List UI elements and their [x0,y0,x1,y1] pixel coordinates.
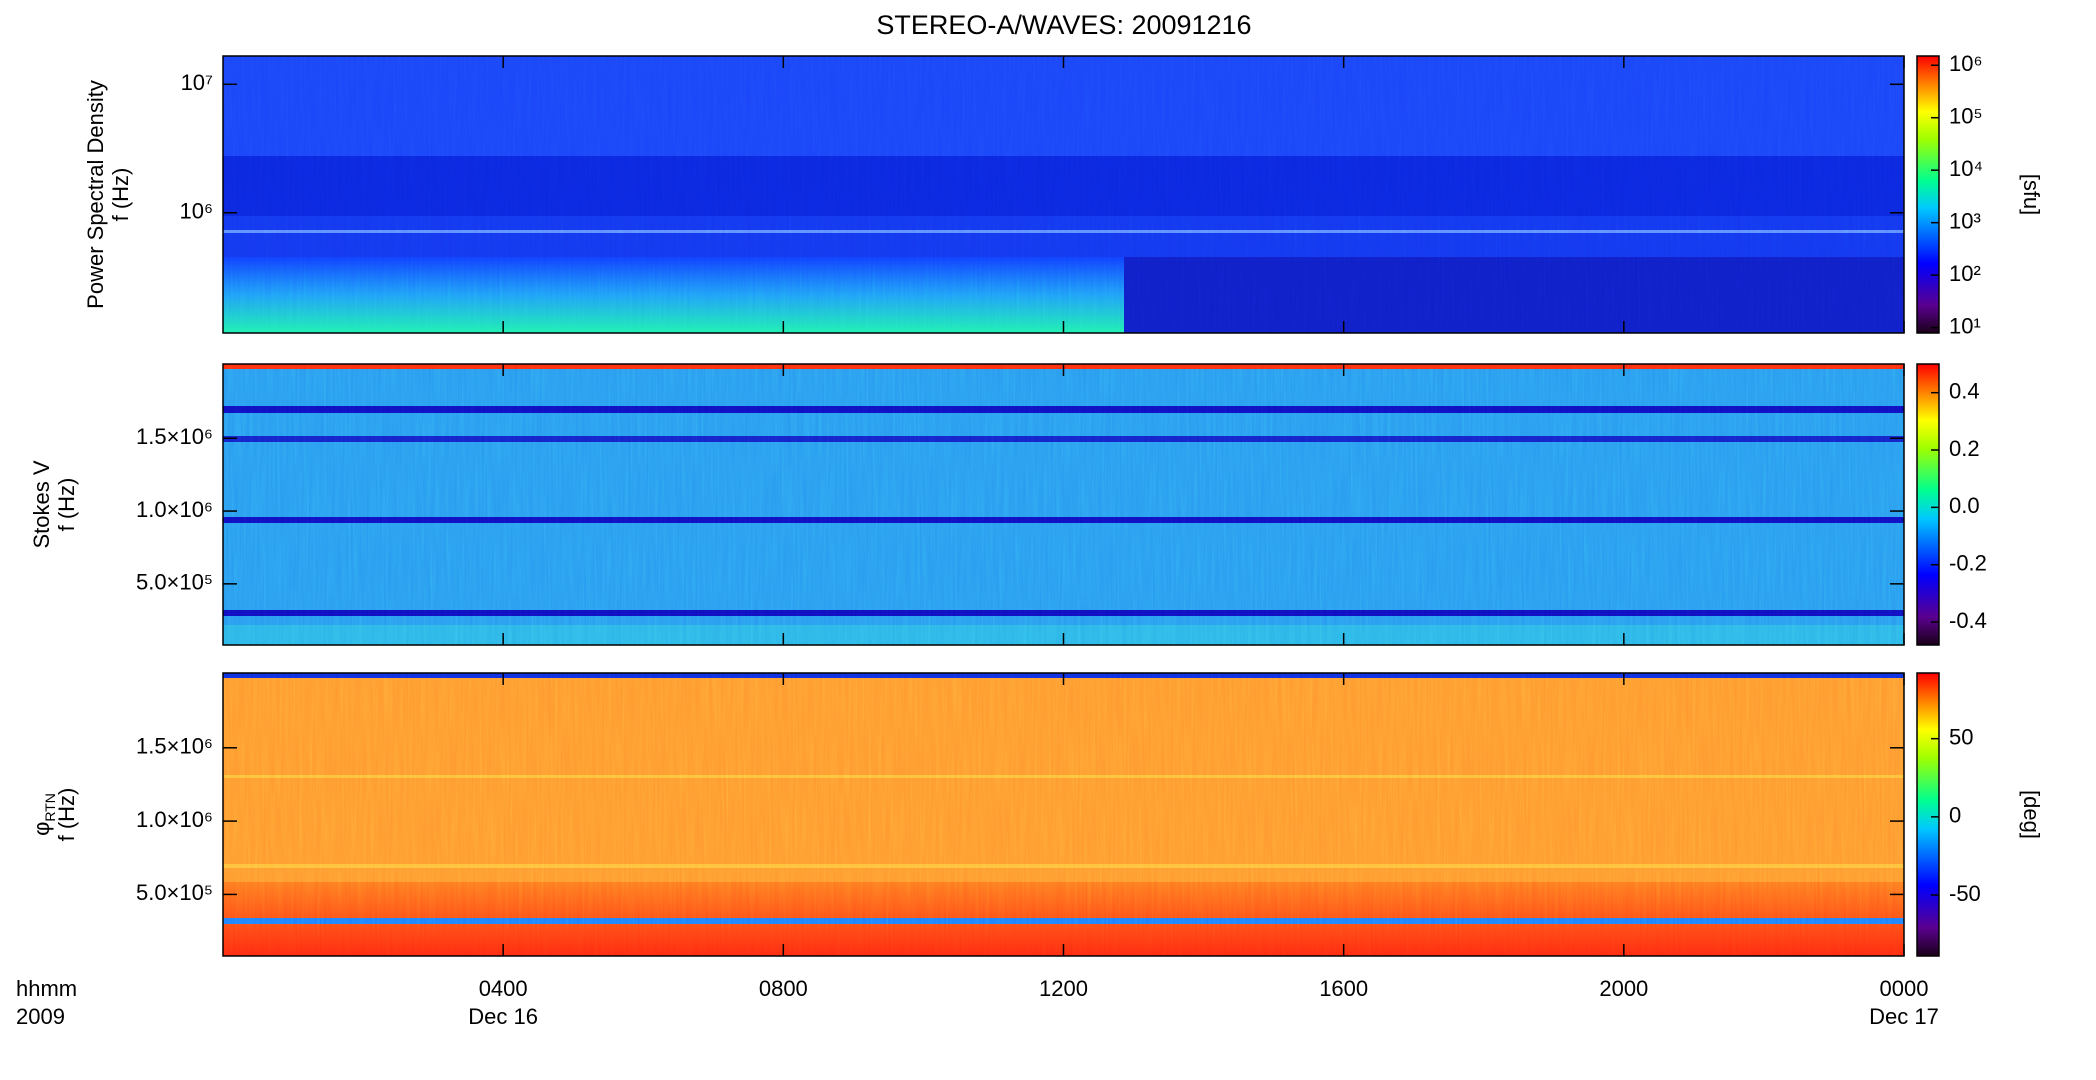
y-axis-label: Stokes V [29,460,54,548]
spectrogram-image [223,56,1904,956]
y-axis-label-text: Stokes V [29,460,54,548]
colorbar-tick-label: 50 [1949,724,1973,749]
colorbar-tick-label: -0.4 [1949,608,1987,633]
x-tick-label: 1200 [1039,976,1088,1001]
y-axis-label: Power Spectral Density [83,80,108,309]
colorbar-tick-label: -50 [1949,881,1981,906]
colorbar-label: [deg] [2019,790,2044,839]
y-tick-label: 5.0×10⁵ [136,880,213,905]
y-tick-label: 1.5×10⁶ [136,424,213,449]
y-axis-label-text: Power Spectral Density [83,80,108,309]
x-tick-label: 2000 [1599,976,1648,1001]
colorbar [1916,672,1940,957]
colorbar-tick-label: 0.0 [1949,493,1980,518]
y-axis-label: φRTN [29,793,58,836]
colorbar-tick-label: 0.2 [1949,436,1980,461]
x-date-label: Dec 17 [1869,1004,1939,1029]
colorbar-tick-label: 10¹ [1949,313,1981,338]
colorbar-tick-label: 0 [1949,803,1961,828]
y-axis-label: f (Hz) [54,478,79,532]
y-axis-label: f (Hz) [108,168,133,222]
x-tick-label: 0000 [1880,976,1929,1001]
chart-title: STEREO-A/WAVES: 20091216 [876,10,1251,40]
colorbar-tick-label: 10⁴ [1949,156,1983,181]
colorbar-tick-label: 10⁶ [1949,51,1983,76]
y-axis-label-text: φ [29,822,54,836]
y-tick-label: 10⁶ [179,199,213,224]
y-tick-label: 1.0×10⁶ [136,807,213,832]
y-axis-label: f (Hz) [54,788,79,842]
x-date-label: Dec 16 [468,1004,538,1029]
colorbar-tick-label: 0.4 [1949,378,1980,403]
y-axis-label-sub: RTN [42,793,58,822]
colorbar [1916,363,1940,646]
colorbar-tick-label: 10² [1949,261,1981,286]
colorbar-tick-label: 10⁵ [1949,104,1983,129]
x-tick-label: 1600 [1319,976,1368,1001]
y-tick-label: 1.0×10⁶ [136,497,213,522]
x-axis-label: 2009 [16,1004,65,1029]
y-tick-label: 10⁷ [181,70,213,95]
y-tick-label: 5.0×10⁵ [136,570,213,595]
x-tick-label: 0400 [479,976,528,1001]
colorbar-tick-label: 10³ [1949,208,1981,233]
colorbar-label: [sfu] [2019,174,2044,216]
x-axis-label: hhmm [16,976,77,1001]
x-tick-label: 0800 [759,976,808,1001]
y-tick-label: 1.5×10⁶ [136,734,213,759]
colorbar [1916,55,1940,334]
colorbar-tick-label: -0.2 [1949,551,1987,576]
